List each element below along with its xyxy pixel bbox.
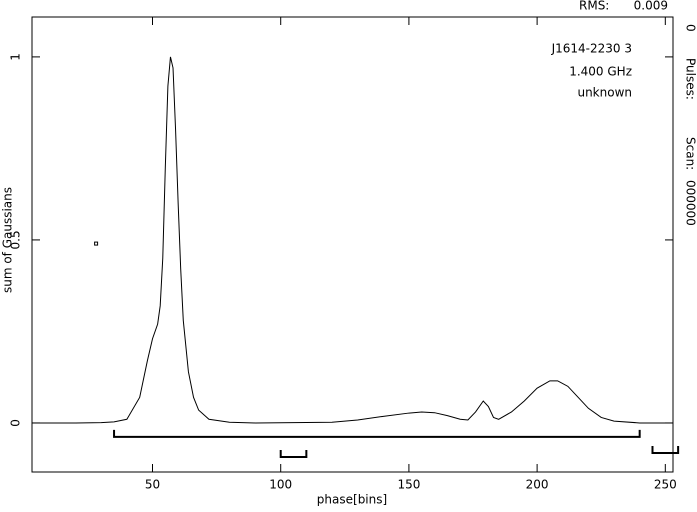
x-tick-label: 100	[269, 478, 292, 492]
y-axis-label: sum of Gaussians	[1, 187, 15, 293]
y-tick-label: 0.5	[9, 230, 23, 249]
pulses-value: 0	[684, 24, 697, 32]
scan-label: Scan:	[684, 137, 697, 170]
marker	[94, 241, 99, 246]
x-axis-label: phase[bins]	[317, 493, 387, 507]
window-bracket	[279, 449, 308, 458]
x-tick-label: 250	[654, 478, 677, 492]
x-tick-label: 200	[526, 478, 549, 492]
plot-frame	[31, 16, 674, 473]
annotation: unknown	[577, 86, 632, 100]
window-bracket	[651, 445, 680, 454]
y-tick-label: 0	[9, 419, 23, 427]
window-bracket	[113, 429, 641, 438]
y-tick-label: 1	[9, 53, 23, 61]
pulses-label: Pulses:	[684, 58, 697, 100]
rms-label: RMS:	[579, 0, 609, 13]
profile-line	[32, 56, 673, 424]
x-tick-label: 50	[145, 478, 160, 492]
x-tick-label: 150	[397, 478, 420, 492]
annotation: J1614-2230 3	[551, 42, 632, 56]
annotation: 1.400 GHz	[569, 65, 632, 79]
rms-value: 0.009	[634, 0, 668, 13]
scan-value: 000000	[684, 180, 697, 226]
